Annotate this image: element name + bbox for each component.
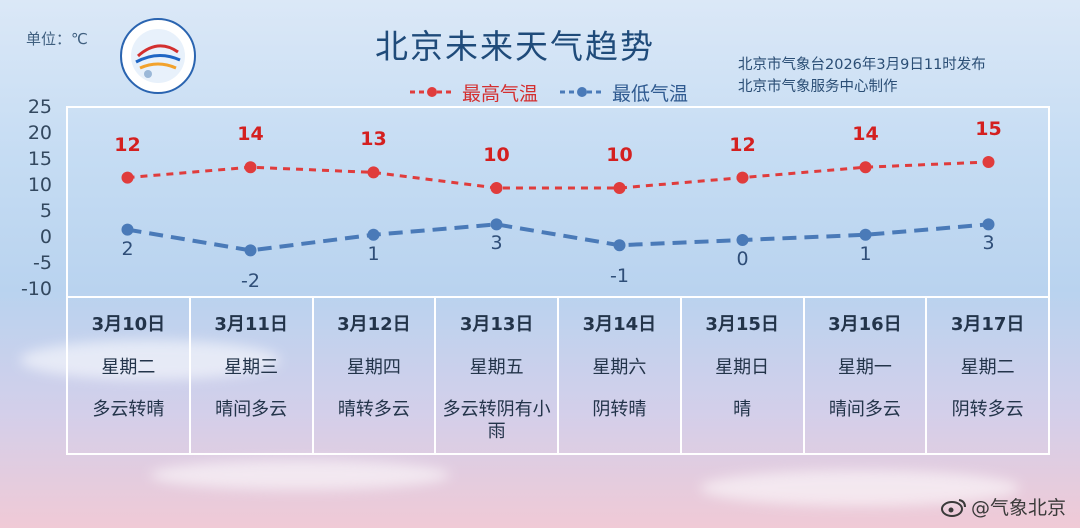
- y-tick-label: 0: [39, 226, 52, 248]
- legend-high: 最高气温: [410, 80, 539, 105]
- forecast-table: 3月10日 星期二 多云转晴 3月11日 星期三 晴间多云 3月12日 星期四 晴转多云 3月13…: [66, 298, 1050, 455]
- background-cloud: [700, 470, 1020, 506]
- forecast-weekday: 星期二: [101, 357, 156, 378]
- forecast-weather: 阴转多云: [951, 399, 1024, 420]
- issuer-info: 北京市气象台2026年3月9日11时发布 北京市气象服务中心制作: [738, 54, 986, 98]
- low-temp-label: 0: [736, 248, 749, 270]
- forecast-day-column: 3月12日星期四晴转多云: [314, 298, 437, 453]
- high-temp-label: 12: [114, 133, 141, 156]
- high-temp-label: 14: [237, 123, 264, 146]
- forecast-weekday: 星期二: [960, 357, 1015, 378]
- forecast-weather: 晴间多云: [828, 399, 901, 420]
- high-temp-label: 15: [975, 118, 1002, 140]
- forecast-date: 3月16日: [828, 314, 902, 335]
- forecast-day-column: 3月16日星期一晴间多云: [805, 298, 928, 453]
- high-temp-point: [244, 161, 257, 174]
- forecast-date: 3月12日: [337, 314, 411, 335]
- high-temp-point: [859, 161, 872, 174]
- legend-low: 最低气温: [560, 80, 689, 105]
- high-temp-point: [490, 182, 503, 194]
- forecast-weekday: 星期四: [346, 357, 401, 378]
- y-tick-label: 5: [39, 200, 52, 222]
- high-temp-label: 12: [729, 133, 756, 156]
- y-tick-label: -10: [20, 278, 52, 300]
- low-temp-label: 1: [859, 242, 872, 265]
- forecast-weekday: 星期一: [837, 357, 892, 378]
- y-tick-label: -5: [33, 252, 52, 274]
- low-temp-label: 2: [121, 237, 134, 260]
- low-temp-point: [490, 218, 503, 231]
- y-tick-label: 20: [27, 122, 52, 144]
- high-temp-point: [613, 182, 626, 194]
- low-temp-label: 3: [982, 232, 995, 255]
- y-tick-label: 10: [27, 174, 52, 196]
- background-cloud: [20, 340, 280, 380]
- forecast-date: 3月10日: [91, 314, 166, 335]
- forecast-weather: 阴转晴: [592, 399, 647, 420]
- chart-area: 12 14 13 10 10 12 14 15 2 -2 1 3 -1 0 1 3: [66, 106, 1050, 298]
- high-temp-label: 10: [606, 144, 633, 166]
- forecast-date: 3月15日: [705, 314, 779, 335]
- watermark-text: @气象北京: [970, 497, 1066, 519]
- unit-label: 单位：℃: [26, 30, 88, 48]
- forecast-weekday: 星期五: [469, 357, 524, 378]
- background-cloud: [150, 460, 450, 490]
- low-temp-point: [613, 239, 626, 252]
- forecast-weather: 晴: [733, 399, 752, 420]
- low-temp-point: [859, 228, 872, 241]
- forecast-day-column: 3月15日星期日晴: [682, 298, 805, 453]
- weibo-icon: [940, 498, 966, 517]
- forecast-day-column: 3月14日星期六阴转晴: [559, 298, 682, 453]
- forecast-date: 3月14日: [582, 314, 657, 335]
- low-temp-label: -1: [610, 265, 629, 288]
- low-temp-label: 3: [490, 232, 503, 255]
- legend-high-marker: [410, 87, 454, 97]
- forecast-day-column: 3月11日星期三晴间多云: [191, 298, 314, 453]
- legend-low-label: 最低气温: [612, 82, 689, 105]
- temperature-line-chart: [121, 156, 995, 257]
- watermark: @气象北京: [940, 493, 1066, 520]
- forecast-date: 3月11日: [214, 314, 288, 335]
- y-tick-label: 25: [27, 96, 52, 118]
- legend-high-label: 最高气温: [462, 82, 539, 105]
- forecast-date: 3月13日: [459, 314, 534, 335]
- low-temp-point: [244, 244, 257, 257]
- forecast-weather: 多云转晴: [92, 399, 165, 420]
- low-temp-point: [736, 234, 749, 246]
- forecast-weather: 晴间多云: [215, 399, 288, 420]
- high-temp-line: [127, 160, 989, 190]
- low-temp-point: [982, 218, 995, 231]
- low-temp-label: 1: [367, 242, 380, 265]
- page-title: 北京未来天气趋势: [375, 27, 655, 66]
- high-temp-label: 10: [483, 144, 510, 166]
- low-temp-point: [121, 223, 134, 236]
- low-temp-point: [367, 228, 380, 241]
- forecast-weather: 多云转阴有小雨: [442, 399, 551, 442]
- y-tick-label: 15: [27, 148, 52, 170]
- forecast-weekday: 星期三: [224, 357, 279, 378]
- forecast-day-column: 3月13日星期五多云转阴有小雨: [436, 298, 559, 453]
- high-temp-label: 13: [360, 128, 387, 151]
- legend-low-marker: [560, 87, 604, 97]
- high-temp-point: [982, 156, 995, 168]
- forecast-weather: 晴转多云: [337, 399, 410, 420]
- issuer-line: 北京市气象服务中心制作: [738, 79, 898, 95]
- forecast-weekday: 星期日: [715, 357, 770, 378]
- forecast-day-column: 3月10日星期二多云转晴: [68, 298, 191, 453]
- issuer-line: 北京市气象台2026年3月9日11时发布: [738, 57, 986, 73]
- low-temp-line: [127, 222, 989, 253]
- high-temp-point: [736, 171, 749, 184]
- meteorological-service-logo: [120, 18, 196, 94]
- forecast-weekday: 星期六: [592, 357, 647, 378]
- low-temp-label: -2: [241, 270, 260, 293]
- forecast-day-column: 3月17日星期二阴转多云: [927, 298, 1048, 453]
- forecast-date: 3月17日: [950, 314, 1025, 335]
- high-temp-point: [367, 166, 380, 179]
- high-temp-label: 14: [852, 123, 879, 146]
- high-temp-point: [121, 171, 134, 184]
